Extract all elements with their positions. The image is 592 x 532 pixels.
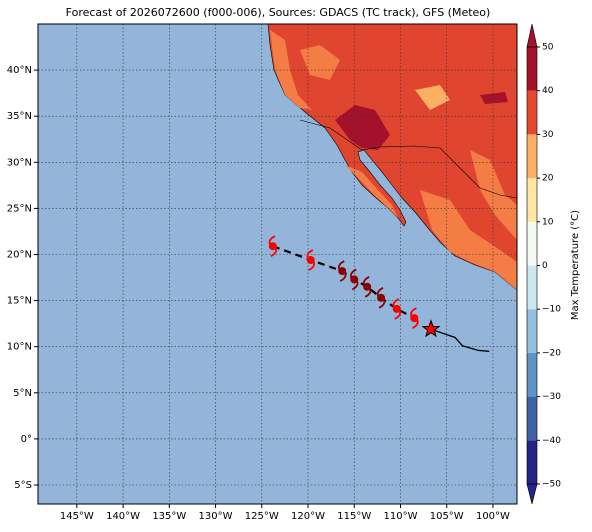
y-tick-label: 35°N bbox=[7, 111, 32, 122]
x-tick-label: 100°W bbox=[476, 511, 510, 522]
y-tick-label: 10°N bbox=[7, 342, 32, 353]
temp-patch bbox=[270, 30, 312, 110]
y-tick-label: 5°S bbox=[14, 480, 32, 491]
current-position bbox=[421, 319, 441, 338]
track-line bbox=[430, 328, 490, 352]
x-tick-label: 115°W bbox=[337, 511, 371, 522]
map-frame bbox=[37, 23, 518, 505]
colorbar-band bbox=[527, 90, 537, 135]
storm-point bbox=[376, 287, 386, 309]
storm-point bbox=[268, 235, 278, 258]
x-tick-label: 130°W bbox=[199, 511, 233, 522]
colorbar-tick-label: 50 bbox=[542, 43, 554, 53]
temp-patch bbox=[470, 150, 517, 240]
colorbar-band bbox=[527, 440, 537, 484]
temp-patch bbox=[345, 165, 398, 218]
colorbar-band bbox=[527, 352, 537, 397]
colorbar: −50 −40 −30 −20 −10 0 10 20 30 40 50 bbox=[526, 23, 561, 505]
temp-patch bbox=[335, 105, 390, 150]
colorbar-tick-label: 40 bbox=[542, 86, 554, 96]
x-tick-label: 105°W bbox=[430, 511, 464, 522]
storm-point bbox=[410, 307, 419, 329]
colorbar-tick-label: −30 bbox=[542, 392, 561, 402]
temp-patch bbox=[480, 92, 508, 104]
land bbox=[267, 24, 517, 291]
y-tick-label: 15°N bbox=[7, 296, 32, 307]
storm-marker bbox=[268, 242, 277, 251]
tracks bbox=[268, 235, 490, 352]
chart-title: Forecast of 2026072600 (f000-006), Sourc… bbox=[66, 6, 491, 19]
y-tick-label: 25°N bbox=[7, 203, 32, 214]
storm-marker bbox=[392, 304, 401, 313]
storm-point bbox=[338, 260, 347, 282]
colorbar-tick-label: 10 bbox=[542, 217, 554, 227]
storm-point bbox=[306, 249, 316, 271]
x-tick-label: 140°W bbox=[106, 511, 140, 522]
y-tick-label: 20°N bbox=[7, 250, 32, 261]
x-tick-label: 120°W bbox=[291, 511, 325, 522]
storm-marker bbox=[377, 293, 386, 302]
x-tick-label: 135°W bbox=[152, 511, 186, 522]
colorbar-label: Max Temperature (°C) bbox=[570, 210, 581, 320]
colorbar-extend bbox=[526, 23, 538, 48]
colorbar-band bbox=[527, 396, 537, 441]
temp-patch bbox=[300, 45, 340, 80]
colorbar-tick-label: −10 bbox=[542, 305, 561, 315]
storm-point bbox=[350, 268, 359, 291]
colorbar-tick-label: 0 bbox=[542, 261, 548, 271]
colorbar-band bbox=[527, 309, 537, 353]
y-tick-label: 40°N bbox=[7, 65, 32, 76]
colorbar-tick-label: −40 bbox=[542, 436, 561, 446]
storm-marker bbox=[306, 256, 315, 265]
storm-marker bbox=[350, 275, 359, 284]
x-tick-label: 145°W bbox=[60, 511, 94, 522]
y-tick-label: 0° bbox=[21, 434, 32, 445]
y-tick-label: 5°N bbox=[13, 388, 32, 399]
storm-marker bbox=[363, 282, 372, 291]
colorbar-tick-label: −20 bbox=[542, 348, 561, 358]
temp-patch bbox=[420, 190, 517, 290]
border bbox=[299, 119, 517, 199]
x-tick-label: 110°W bbox=[383, 511, 417, 522]
colorbar-tick-label: −50 bbox=[542, 480, 561, 490]
x-tick-label: 125°W bbox=[245, 511, 279, 522]
colorbar-band bbox=[527, 265, 537, 310]
storm-marker bbox=[410, 314, 419, 323]
storm-point bbox=[392, 298, 401, 320]
colorbar-band bbox=[527, 47, 537, 91]
storm-point bbox=[362, 275, 372, 298]
colorbar-tick-label: 30 bbox=[542, 130, 554, 140]
colorbar-band bbox=[527, 221, 537, 266]
colorbar-tick-label: 20 bbox=[542, 174, 554, 184]
temp-patch bbox=[415, 85, 450, 110]
colorbar-band bbox=[527, 178, 537, 222]
grid bbox=[38, 24, 517, 504]
storm-marker bbox=[338, 267, 347, 276]
colorbar-band bbox=[527, 134, 537, 179]
colorbar-extend bbox=[526, 483, 538, 505]
y-tick-label: 30°N bbox=[7, 157, 32, 168]
